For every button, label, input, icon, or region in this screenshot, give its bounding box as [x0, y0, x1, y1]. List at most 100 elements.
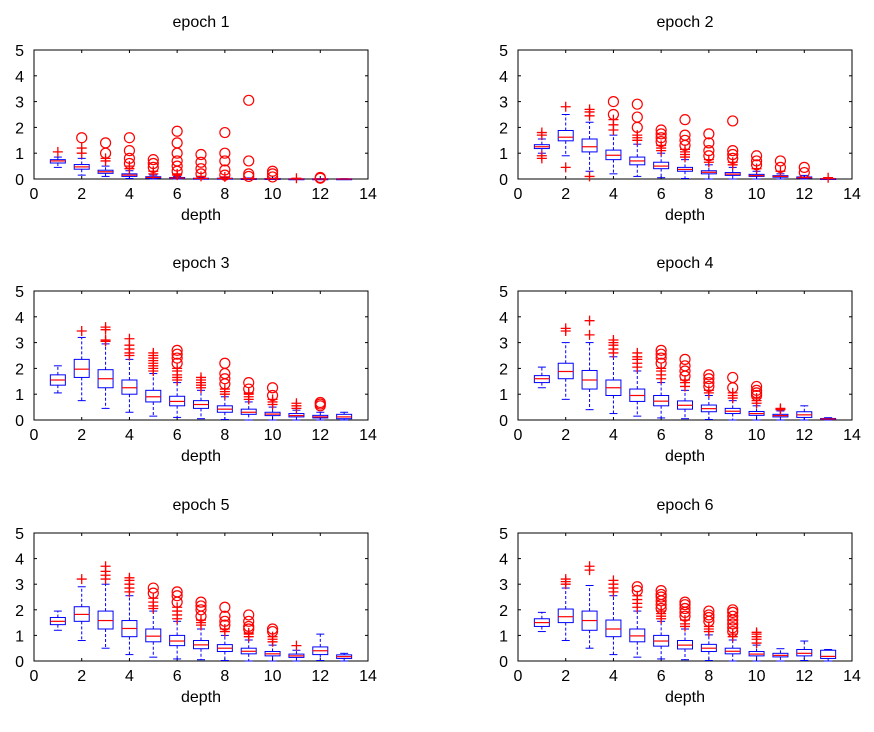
- y-tick-label: 5: [15, 526, 24, 543]
- outlier-plus: [291, 398, 302, 409]
- box-depth-5: [145, 154, 162, 180]
- outlier-plus: [584, 171, 595, 182]
- x-tick-label: 14: [843, 186, 861, 203]
- outlier-circle: [171, 125, 183, 137]
- plot-frame: [517, 49, 853, 180]
- outlier-circle: [195, 596, 207, 608]
- outlier-circle: [243, 170, 255, 183]
- y-tick-label: 3: [499, 95, 508, 112]
- outlier-plus: [823, 172, 834, 183]
- x-tick-label: 4: [125, 186, 134, 203]
- outlier-plus: [560, 162, 571, 173]
- x-tick-label: 12: [795, 427, 813, 444]
- box-depth-2: [73, 574, 90, 642]
- outlier-circle: [219, 373, 231, 385]
- outlier-plus: [52, 146, 63, 157]
- x-tick-label: 0: [30, 186, 39, 203]
- box-depth-7: [677, 353, 693, 420]
- box-depth-4: [605, 95, 622, 175]
- x-tick-label: 14: [843, 427, 861, 444]
- y-tick-label: 0: [499, 172, 508, 189]
- outlier-circle: [727, 604, 739, 616]
- outlier-plus: [100, 335, 111, 346]
- box-depth-1: [49, 610, 66, 631]
- outlier-circle: [99, 137, 112, 149]
- box-depth-7: [677, 114, 693, 179]
- outlier-circle: [76, 132, 88, 144]
- x-tick-label: 14: [843, 668, 861, 685]
- outlier-circle: [123, 157, 136, 170]
- x-axis-label: depth: [665, 689, 705, 706]
- outlier-circle: [243, 609, 255, 621]
- outlier-circle: [679, 129, 691, 141]
- outlier-plus: [124, 572, 135, 583]
- outlier-plus: [584, 561, 595, 572]
- y-tick-label: 5: [15, 284, 24, 301]
- outlier-circle: [655, 348, 667, 360]
- box-depth-6: [653, 124, 670, 179]
- chart-title: epoch 3: [173, 255, 230, 272]
- iqr-box: [557, 129, 574, 142]
- box-depth-3: [581, 104, 598, 182]
- box-depth-4: [605, 335, 622, 415]
- outlier-circle: [195, 600, 207, 612]
- box-depth-3: [97, 322, 114, 409]
- box-depth-7: [193, 148, 209, 182]
- outlier-plus: [584, 329, 595, 340]
- x-tick-label: 0: [30, 668, 39, 685]
- outlier-circle: [243, 615, 255, 627]
- box-depth-5: [145, 582, 162, 658]
- outlier-circle: [679, 610, 691, 622]
- y-tick-label: 2: [15, 361, 24, 378]
- iqr-box: [121, 379, 138, 395]
- outlier-plus: [536, 150, 547, 161]
- outlier-circle: [195, 168, 207, 180]
- outlier-circle: [607, 95, 620, 108]
- box-depth-13: [336, 652, 353, 662]
- x-tick-label: 10: [748, 186, 766, 203]
- outlier-circle: [171, 147, 183, 159]
- outlier-plus: [100, 322, 111, 333]
- box-depth-8: [216, 357, 233, 420]
- outlier-circle: [703, 605, 715, 617]
- x-tick-label: 0: [514, 668, 523, 685]
- box-depth-12: [796, 405, 813, 421]
- box-depth-12: [312, 171, 329, 184]
- box-depth-10: [264, 623, 281, 662]
- y-tick-label: 4: [499, 69, 508, 86]
- iqr-box: [145, 389, 162, 403]
- outlier-circle: [266, 623, 279, 635]
- y-tick-label: 1: [15, 146, 24, 163]
- outlier-circle: [727, 371, 739, 384]
- x-tick-label: 6: [173, 427, 182, 444]
- outlier-circle: [679, 114, 691, 126]
- y-tick-label: 5: [499, 284, 508, 301]
- outlier-plus: [196, 372, 206, 383]
- outlier-circle: [750, 387, 763, 399]
- box-depth-10: [748, 150, 765, 180]
- box-depth-13: [820, 417, 837, 421]
- outlier-circle: [171, 137, 183, 149]
- y-tick-label: 2: [15, 120, 24, 137]
- outlier-circle: [703, 609, 715, 621]
- outlier-circle: [703, 128, 715, 140]
- y-tick-label: 1: [499, 146, 508, 163]
- outlier-circle: [631, 111, 643, 123]
- y-tick-label: 2: [499, 603, 508, 620]
- x-tick-label: 10: [748, 427, 766, 444]
- outlier-circle: [219, 619, 231, 631]
- outlier-circle: [243, 383, 255, 395]
- outlier-circle: [266, 382, 279, 394]
- outlier-circle: [655, 344, 667, 356]
- x-tick-label: 4: [125, 668, 134, 685]
- outlier-circle: [703, 611, 715, 624]
- outlier-circle: [219, 155, 231, 167]
- y-tick-label: 4: [15, 310, 24, 327]
- iqr-box: [581, 138, 598, 153]
- outlier-circle: [314, 171, 326, 184]
- box-depth-2: [557, 101, 574, 173]
- x-tick-label: 8: [220, 186, 229, 203]
